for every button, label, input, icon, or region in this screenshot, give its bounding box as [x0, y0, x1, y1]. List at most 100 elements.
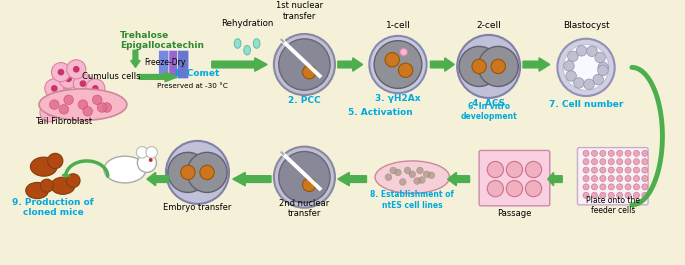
Circle shape: [642, 184, 648, 190]
Circle shape: [600, 159, 606, 165]
Circle shape: [591, 192, 597, 198]
Ellipse shape: [253, 39, 260, 48]
Circle shape: [608, 184, 614, 190]
Circle shape: [409, 171, 416, 178]
Circle shape: [181, 165, 195, 180]
Circle shape: [86, 79, 105, 98]
Text: Passage: Passage: [497, 209, 532, 218]
Circle shape: [642, 150, 648, 156]
Circle shape: [92, 95, 102, 105]
Circle shape: [583, 184, 589, 190]
Circle shape: [525, 161, 542, 178]
Circle shape: [92, 85, 99, 92]
Text: 4. ACS: 4. ACS: [472, 99, 506, 108]
FancyArrow shape: [548, 173, 562, 186]
Circle shape: [583, 159, 589, 165]
Circle shape: [97, 103, 107, 112]
Circle shape: [563, 45, 609, 90]
Circle shape: [506, 180, 523, 197]
Ellipse shape: [375, 161, 449, 193]
FancyArrow shape: [233, 173, 271, 186]
Circle shape: [399, 63, 413, 77]
Circle shape: [616, 192, 623, 198]
Circle shape: [385, 52, 399, 67]
Circle shape: [591, 150, 597, 156]
Text: 9. Production of
cloned mice: 9. Production of cloned mice: [12, 198, 95, 217]
Circle shape: [576, 46, 587, 56]
Circle shape: [423, 171, 430, 178]
Circle shape: [564, 61, 574, 71]
Ellipse shape: [51, 177, 75, 194]
Circle shape: [49, 100, 59, 109]
Ellipse shape: [39, 89, 127, 120]
Text: 3. γH2Ax: 3. γH2Ax: [375, 94, 421, 103]
Circle shape: [600, 192, 606, 198]
Circle shape: [616, 167, 623, 173]
Ellipse shape: [30, 157, 57, 176]
Circle shape: [583, 167, 589, 173]
Circle shape: [634, 150, 640, 156]
Circle shape: [608, 192, 614, 198]
FancyBboxPatch shape: [158, 50, 170, 79]
Circle shape: [274, 147, 335, 208]
Circle shape: [59, 105, 68, 114]
Circle shape: [414, 178, 421, 184]
Circle shape: [591, 184, 597, 190]
Circle shape: [78, 100, 88, 109]
Circle shape: [478, 46, 519, 86]
FancyArrow shape: [139, 72, 177, 82]
Circle shape: [593, 74, 603, 85]
Circle shape: [138, 153, 156, 173]
Circle shape: [51, 85, 58, 92]
Circle shape: [66, 174, 80, 187]
Circle shape: [40, 103, 59, 122]
FancyBboxPatch shape: [169, 50, 180, 79]
Circle shape: [400, 48, 408, 56]
Circle shape: [487, 161, 503, 178]
Circle shape: [566, 71, 576, 81]
Text: Rehydration: Rehydration: [221, 19, 273, 28]
Circle shape: [634, 184, 640, 190]
Circle shape: [416, 167, 423, 174]
Circle shape: [303, 65, 316, 79]
Circle shape: [73, 74, 92, 93]
FancyArrow shape: [338, 173, 366, 186]
Circle shape: [279, 39, 330, 90]
Circle shape: [591, 175, 597, 182]
Circle shape: [395, 169, 401, 176]
Circle shape: [149, 158, 153, 162]
Circle shape: [608, 167, 614, 173]
Text: 1-cell: 1-cell: [386, 21, 410, 30]
Circle shape: [634, 175, 640, 182]
Circle shape: [46, 109, 53, 116]
Circle shape: [583, 175, 589, 182]
Text: 8. Establishment of
ntES cell lines: 8. Establishment of ntES cell lines: [371, 190, 454, 210]
Circle shape: [399, 179, 406, 185]
FancyBboxPatch shape: [577, 148, 648, 205]
Circle shape: [591, 167, 597, 173]
Ellipse shape: [234, 39, 241, 48]
Circle shape: [419, 177, 425, 183]
Circle shape: [390, 167, 397, 174]
Circle shape: [168, 152, 208, 192]
Text: Freeze-Dry: Freeze-Dry: [144, 58, 186, 67]
Circle shape: [634, 167, 640, 173]
Circle shape: [642, 167, 648, 173]
Circle shape: [40, 179, 53, 192]
FancyArrow shape: [131, 50, 140, 67]
Circle shape: [608, 175, 614, 182]
Text: 1. Comet: 1. Comet: [174, 69, 219, 78]
Circle shape: [102, 103, 112, 112]
Text: Embryo transfer: Embryo transfer: [163, 203, 232, 212]
Circle shape: [385, 174, 392, 180]
Circle shape: [369, 36, 427, 93]
Circle shape: [625, 150, 631, 156]
Circle shape: [47, 153, 63, 169]
Circle shape: [600, 175, 606, 182]
Circle shape: [600, 167, 606, 173]
Circle shape: [59, 69, 78, 89]
Circle shape: [558, 39, 614, 96]
Text: Epigallocatechin: Epigallocatechin: [120, 41, 204, 50]
Circle shape: [73, 66, 79, 73]
FancyBboxPatch shape: [177, 50, 189, 79]
